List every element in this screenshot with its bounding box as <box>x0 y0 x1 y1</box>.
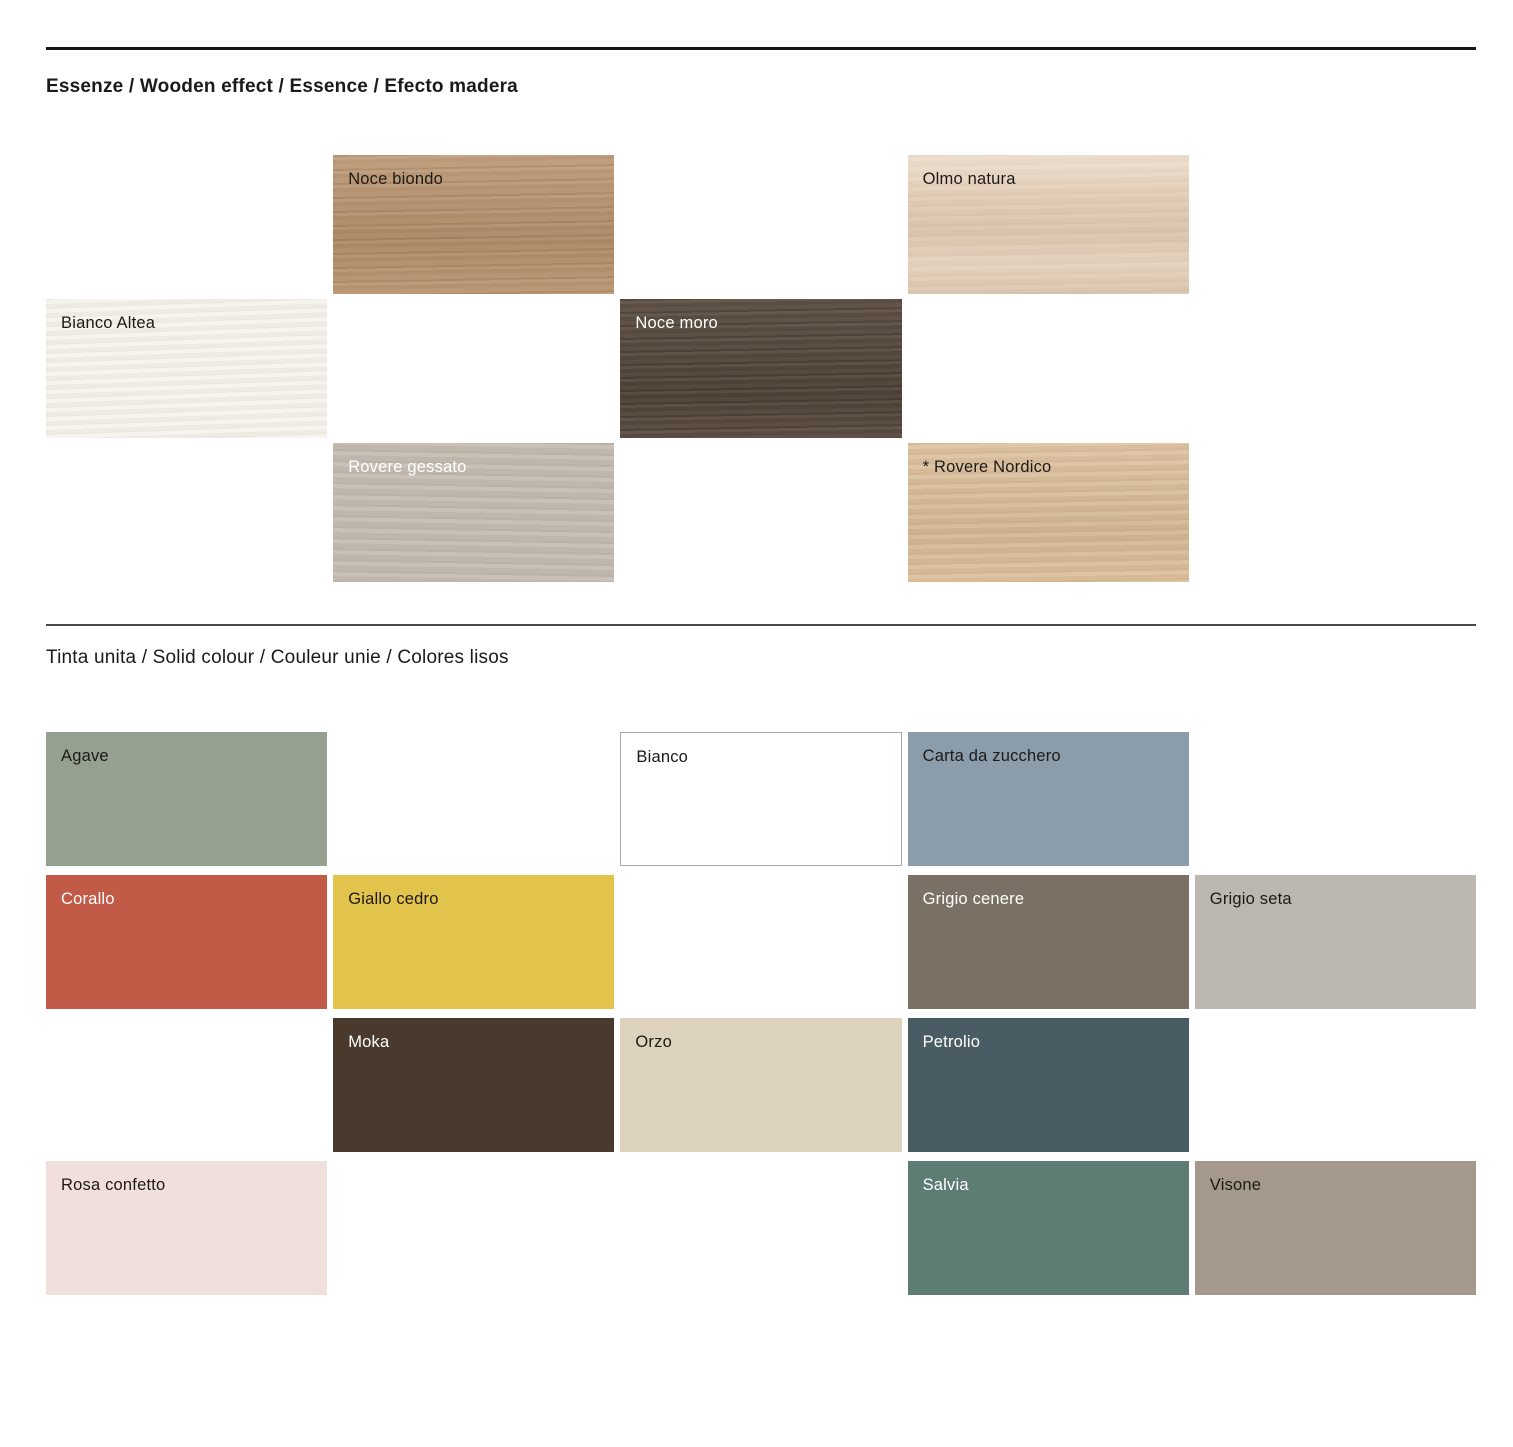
top-divider <box>46 47 1476 50</box>
swatch-petrolio: Petrolio <box>907 1018 1189 1152</box>
swatch-label: Rovere gessato <box>348 458 467 476</box>
swatch-grigio-seta: Grigio seta <box>1194 875 1476 1009</box>
swatch-rovere-nordico: * Rovere Nordico <box>908 443 1189 582</box>
swatch-label: Orzo <box>635 1033 672 1051</box>
swatch-olmo-natura: Olmo natura <box>908 155 1189 294</box>
swatch-label: * Rovere Nordico <box>922 458 1052 476</box>
swatch-rovere-gessato: Rovere gessato <box>333 443 615 582</box>
swatch-corallo: Corallo <box>46 875 328 1009</box>
swatch-label: Noce moro <box>635 314 718 332</box>
swatch-label: Corallo <box>61 890 115 908</box>
wood-effect-swatch-grid: Noce biondo Olmo natura Bianco Altea Noc… <box>46 155 1476 582</box>
swatch-carta-da-zucchero: Carta da zucchero <box>907 732 1189 866</box>
section-title-wood-effect: Essenze / Wooden effect / Essence / Efec… <box>46 76 518 97</box>
swatch-label: Grigio cenere <box>922 890 1025 908</box>
section-title-solid-colour: Tinta unita / Solid colour / Couleur uni… <box>46 647 509 668</box>
swatch-agave: Agave <box>46 732 328 866</box>
swatch-bianco-altea: Bianco Altea <box>46 299 328 438</box>
swatch-label: Olmo natura <box>922 170 1016 188</box>
solid-colour-swatch-grid: Agave Bianco Carta da zucchero Corallo G… <box>46 732 1476 1295</box>
catalog-finishes-page: Essenze / Wooden effect / Essence / Efec… <box>0 47 1513 1447</box>
swatch-orzo: Orzo <box>620 1018 902 1152</box>
swatch-label: Bianco <box>636 748 689 766</box>
swatch-bianco: Bianco <box>620 732 902 866</box>
swatch-label: Moka <box>348 1033 390 1051</box>
swatch-visone: Visone <box>1194 1161 1476 1295</box>
swatch-label: Grigio seta <box>1209 890 1292 908</box>
swatch-noce-biondo: Noce biondo <box>333 155 614 294</box>
section-divider <box>46 624 1476 626</box>
swatch-noce-moro: Noce moro <box>620 299 901 438</box>
swatch-moka: Moka <box>333 1018 615 1152</box>
swatch-label: Giallo cedro <box>348 890 439 908</box>
swatch-grigio-cenere: Grigio cenere <box>907 875 1189 1009</box>
swatch-label: Agave <box>61 747 109 765</box>
swatch-label: Bianco Altea <box>61 314 156 332</box>
swatch-label: Carta da zucchero <box>922 747 1061 765</box>
swatch-label: Petrolio <box>922 1033 981 1051</box>
swatch-giallo-cedro: Giallo cedro <box>333 875 615 1009</box>
swatch-label: Rosa confetto <box>61 1176 166 1194</box>
swatch-label: Noce biondo <box>348 170 444 188</box>
swatch-salvia: Salvia <box>907 1161 1189 1295</box>
swatch-rosa-confetto: Rosa confetto <box>46 1161 328 1295</box>
swatch-label: Salvia <box>922 1176 969 1194</box>
swatch-label: Visone <box>1209 1176 1262 1194</box>
